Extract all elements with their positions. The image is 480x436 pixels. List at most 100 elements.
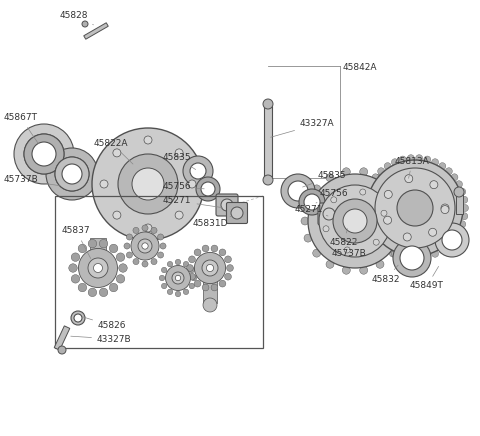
Circle shape [14,124,74,184]
Bar [264,106,272,178]
Text: 45849T: 45849T [410,266,444,290]
Circle shape [263,99,273,109]
Text: 45837: 45837 [62,226,91,259]
Circle shape [376,174,384,182]
Circle shape [69,264,77,272]
Circle shape [408,155,414,162]
Circle shape [189,256,195,263]
Circle shape [157,234,164,240]
Circle shape [78,244,87,253]
Circle shape [225,256,231,263]
Circle shape [326,260,334,268]
Circle shape [326,174,334,182]
Circle shape [360,266,368,274]
Circle shape [400,246,424,270]
Circle shape [116,275,125,283]
Circle shape [211,284,218,291]
Circle shape [133,259,139,265]
Circle shape [323,226,329,232]
Circle shape [441,205,449,214]
Circle shape [142,261,148,267]
Circle shape [408,254,414,261]
Circle shape [55,157,89,191]
Circle shape [118,154,178,214]
Circle shape [416,254,422,261]
Circle shape [142,225,148,231]
Circle shape [397,190,433,226]
Circle shape [202,284,209,291]
Circle shape [435,223,469,257]
Circle shape [432,159,439,166]
Text: 45828: 45828 [60,11,94,25]
Circle shape [439,163,446,170]
Circle shape [144,136,152,144]
Circle shape [304,194,320,210]
Circle shape [196,177,220,201]
Circle shape [344,247,350,253]
Circle shape [301,217,309,225]
Circle shape [461,204,468,211]
Circle shape [142,243,148,249]
Bar [203,268,217,303]
Circle shape [429,228,437,236]
Text: 45867T: 45867T [4,113,38,144]
Circle shape [92,128,204,240]
Polygon shape [84,23,108,39]
Circle shape [79,249,118,287]
Circle shape [445,241,452,248]
Circle shape [113,211,121,219]
Text: 45835: 45835 [163,153,196,170]
Circle shape [161,267,167,273]
Circle shape [93,263,103,273]
Circle shape [403,233,411,241]
Circle shape [131,232,159,260]
Circle shape [399,156,406,163]
Circle shape [191,275,197,281]
Circle shape [362,196,369,203]
Text: 45832: 45832 [372,265,400,283]
Circle shape [88,258,108,278]
Circle shape [441,204,449,212]
Circle shape [24,134,64,174]
Circle shape [99,239,108,248]
Circle shape [211,245,218,252]
Circle shape [389,249,397,257]
Circle shape [190,163,206,179]
Text: 45271: 45271 [295,205,328,216]
Text: 45737B: 45737B [4,176,59,186]
Circle shape [304,200,312,208]
FancyBboxPatch shape [227,202,248,224]
Text: 45756: 45756 [316,190,348,203]
Circle shape [391,250,398,257]
Circle shape [166,266,191,290]
Circle shape [384,246,391,253]
Circle shape [342,168,350,176]
Circle shape [175,211,183,219]
Circle shape [94,263,103,272]
Circle shape [172,272,184,284]
Text: 45271: 45271 [163,197,222,208]
FancyBboxPatch shape [216,194,238,216]
Text: 45822A: 45822A [94,139,133,164]
Circle shape [109,244,118,253]
Circle shape [430,181,438,189]
Circle shape [99,288,108,296]
Circle shape [189,283,194,289]
Circle shape [175,259,180,265]
Circle shape [342,266,350,274]
Circle shape [206,264,214,272]
Circle shape [160,243,166,249]
Circle shape [62,164,82,184]
Circle shape [378,168,384,175]
Circle shape [55,157,89,191]
Circle shape [124,243,130,249]
Text: 43327A: 43327A [271,119,335,137]
Circle shape [88,258,108,278]
Circle shape [221,199,233,211]
Circle shape [100,180,108,188]
Circle shape [398,200,406,208]
Circle shape [361,204,369,211]
Text: 45842A: 45842A [343,64,377,72]
Circle shape [133,227,139,233]
Circle shape [384,216,392,224]
